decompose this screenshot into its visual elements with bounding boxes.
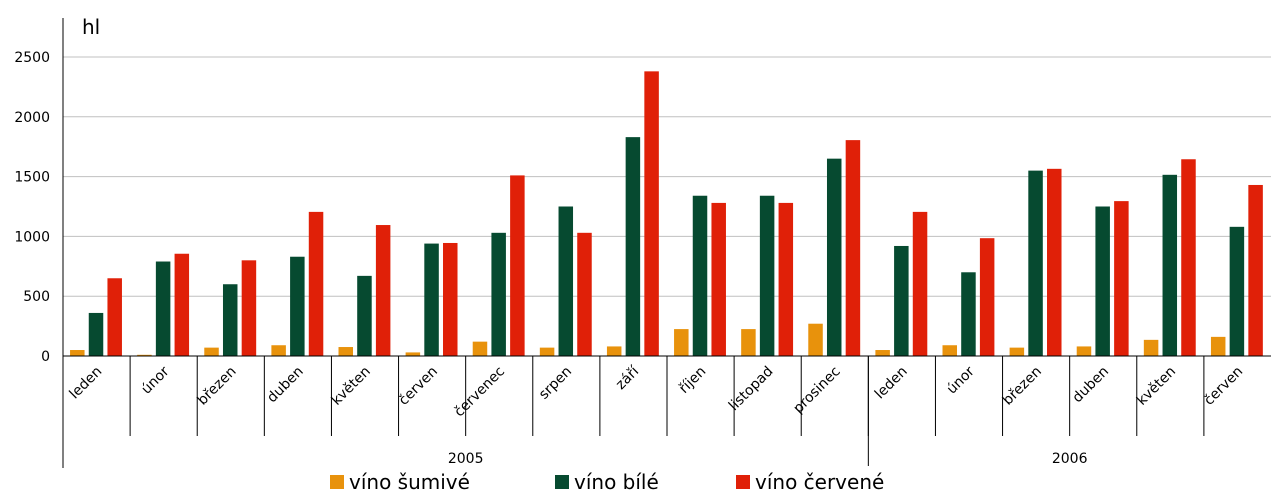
bar bbox=[405, 352, 421, 356]
bar bbox=[137, 354, 152, 356]
axes bbox=[62, 18, 1271, 468]
bar bbox=[308, 211, 324, 356]
category-label: únor bbox=[138, 363, 172, 397]
bar bbox=[338, 347, 353, 356]
bar bbox=[443, 242, 458, 356]
bar bbox=[741, 329, 756, 356]
legend-swatch bbox=[555, 475, 569, 489]
y-tick-label: 0 bbox=[41, 349, 50, 365]
bar bbox=[558, 206, 574, 356]
bar bbox=[625, 137, 641, 356]
bar bbox=[894, 245, 909, 356]
bar bbox=[491, 232, 506, 356]
bar bbox=[241, 260, 257, 356]
bar bbox=[174, 253, 190, 356]
bar bbox=[826, 158, 842, 356]
category-label: říjen bbox=[676, 364, 709, 397]
bar bbox=[778, 202, 794, 356]
bar bbox=[510, 175, 525, 356]
bar bbox=[1047, 168, 1062, 356]
y-tick-label: 2000 bbox=[14, 110, 50, 126]
bar bbox=[692, 195, 708, 356]
group-label: 2005 bbox=[448, 451, 484, 467]
y-tick-label: 2500 bbox=[14, 50, 50, 66]
bar bbox=[290, 256, 305, 356]
y-tick-label: 1000 bbox=[14, 229, 50, 245]
legend: víno šumivé víno bílé víno červené bbox=[0, 470, 1271, 494]
category-label: září bbox=[613, 363, 643, 393]
legend-item: víno bílé bbox=[555, 470, 659, 494]
bar bbox=[1095, 206, 1110, 356]
y-unit-label: hl bbox=[82, 15, 100, 39]
category-label: prosinec bbox=[790, 364, 843, 417]
bar bbox=[808, 323, 823, 356]
category-label: leden bbox=[872, 364, 911, 403]
bar bbox=[1076, 346, 1092, 356]
bar bbox=[1143, 339, 1159, 356]
bar bbox=[1248, 184, 1263, 356]
group-label: 2006 bbox=[1052, 451, 1088, 467]
bar bbox=[271, 345, 286, 356]
gridlines bbox=[63, 56, 1271, 297]
bar bbox=[1114, 201, 1129, 356]
y-tick-label: 500 bbox=[23, 289, 50, 305]
bar bbox=[1028, 170, 1043, 356]
bar bbox=[942, 345, 957, 356]
category-label: květen bbox=[1134, 364, 1179, 409]
bar bbox=[577, 232, 592, 356]
category-label: únor bbox=[944, 363, 978, 397]
category-label: duben bbox=[1070, 364, 1113, 407]
legend-swatch bbox=[330, 475, 344, 489]
y-axis-ticks: 0 500 1000 1500 2000 2500 bbox=[14, 50, 50, 365]
bar bbox=[1009, 347, 1025, 356]
bar bbox=[759, 195, 775, 356]
bar bbox=[875, 350, 890, 356]
bar bbox=[222, 284, 238, 356]
bar bbox=[107, 278, 122, 356]
bar bbox=[539, 347, 555, 356]
bar bbox=[845, 140, 861, 356]
legend-label: víno červené bbox=[755, 470, 885, 494]
category-label: červen bbox=[1201, 364, 1246, 409]
category-label: březen bbox=[1000, 364, 1045, 409]
bar bbox=[912, 211, 928, 356]
bar bbox=[424, 243, 439, 356]
bar bbox=[70, 350, 85, 356]
bar bbox=[357, 275, 372, 356]
legend-swatch bbox=[736, 475, 750, 489]
bar bbox=[961, 272, 976, 356]
category-label: květen bbox=[329, 364, 374, 409]
bar bbox=[674, 329, 689, 356]
legend-item: víno šumivé bbox=[330, 470, 470, 494]
legend-label: víno šumivé bbox=[349, 470, 470, 494]
bar bbox=[606, 346, 622, 356]
bar bbox=[472, 341, 488, 356]
category-label: srpen bbox=[536, 364, 575, 403]
category-label: červenec bbox=[451, 364, 508, 421]
bar bbox=[155, 261, 171, 356]
bar bbox=[1162, 174, 1178, 356]
bar bbox=[979, 238, 995, 356]
legend-item: víno červené bbox=[736, 470, 884, 494]
category-label: červen bbox=[396, 364, 441, 409]
category-label: duben bbox=[264, 364, 307, 407]
bar bbox=[204, 347, 219, 356]
bar bbox=[711, 202, 726, 356]
category-label: březen bbox=[194, 364, 239, 409]
x-axis-groups: 2005 2006 bbox=[448, 451, 1088, 467]
bars bbox=[70, 71, 1263, 357]
category-label: listopad bbox=[726, 364, 777, 415]
bar bbox=[375, 225, 391, 356]
bar bbox=[1210, 336, 1226, 356]
bar bbox=[1229, 226, 1245, 356]
category-label: leden bbox=[67, 364, 106, 403]
y-tick-label: 1500 bbox=[14, 170, 50, 186]
bar bbox=[1181, 159, 1196, 356]
bar bbox=[88, 312, 104, 356]
bar bbox=[644, 71, 659, 357]
legend-label: víno bílé bbox=[574, 470, 659, 494]
